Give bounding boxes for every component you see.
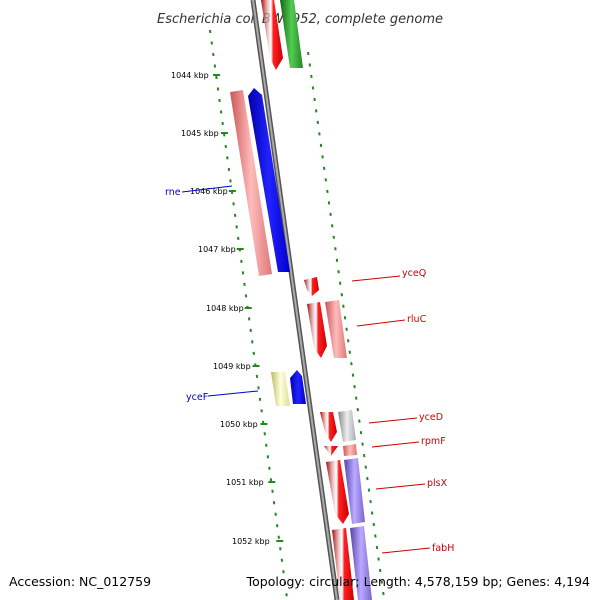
gene-label-yced[interactable]: yceD xyxy=(419,412,443,423)
scale-label: 1046 kbp xyxy=(190,187,228,196)
gene-feature[interactable] xyxy=(307,302,327,358)
gene-features xyxy=(230,0,372,600)
scale-label: 1051 kbp xyxy=(226,478,264,487)
gene-feature[interactable] xyxy=(324,446,338,456)
gene-label-rpmf[interactable]: rpmF xyxy=(421,436,446,447)
scale-label: 1050 kbp xyxy=(220,420,258,429)
gene-feature[interactable] xyxy=(344,458,365,524)
gene-feature[interactable] xyxy=(248,88,290,272)
gene-feature[interactable] xyxy=(280,0,303,68)
map-title: Escherichia coli BW2952, complete genome xyxy=(157,12,443,27)
gene-feature[interactable] xyxy=(271,372,290,406)
gene-label-ycef[interactable]: yceF xyxy=(186,392,208,403)
scale-label: 1048 kbp xyxy=(206,304,244,313)
scale-label: 1049 kbp xyxy=(213,362,251,371)
genome-backbone xyxy=(250,0,340,600)
accession-text: Accession: NC_012759 xyxy=(9,574,151,589)
scale-label: 1045 kbp xyxy=(181,129,219,138)
gene-feature[interactable] xyxy=(343,444,357,456)
scale-labels: 1044 kbp 1045 kbp 1046 kbp 1047 kbp 1048… xyxy=(171,71,270,546)
gene-feature[interactable] xyxy=(338,410,356,442)
gene-feature[interactable] xyxy=(350,526,372,600)
gene-label-yceq[interactable]: yceQ xyxy=(402,268,426,279)
scale-label: 1052 kbp xyxy=(232,537,270,546)
gene-feature[interactable] xyxy=(290,370,306,404)
topology-text: Topology: circular; Length: 4,578,159 bp… xyxy=(246,574,590,589)
gene-feature[interactable] xyxy=(304,277,319,296)
scale-label: 1044 kbp xyxy=(171,71,209,80)
gene-feature[interactable] xyxy=(261,0,283,70)
label-connectors xyxy=(181,185,431,554)
gene-label-rluc[interactable]: rluC xyxy=(407,314,427,325)
gene-label-plsx[interactable]: plsX xyxy=(427,478,448,489)
gene-label-rne[interactable]: rne xyxy=(165,187,181,198)
gene-labels: rne yceF yceQ rluC yceD rpmF plsX fabH xyxy=(165,187,454,554)
gene-label-fabh[interactable]: fabH xyxy=(432,543,454,554)
gene-feature[interactable] xyxy=(320,412,337,442)
scale-label: 1047 kbp xyxy=(198,245,236,254)
gene-feature[interactable] xyxy=(325,300,347,358)
gene-feature[interactable] xyxy=(230,90,272,276)
scale-dotted-line-left xyxy=(209,29,288,597)
scale-dotted-line-right xyxy=(307,51,385,596)
gene-feature[interactable] xyxy=(332,528,354,600)
gene-feature[interactable] xyxy=(326,460,349,524)
